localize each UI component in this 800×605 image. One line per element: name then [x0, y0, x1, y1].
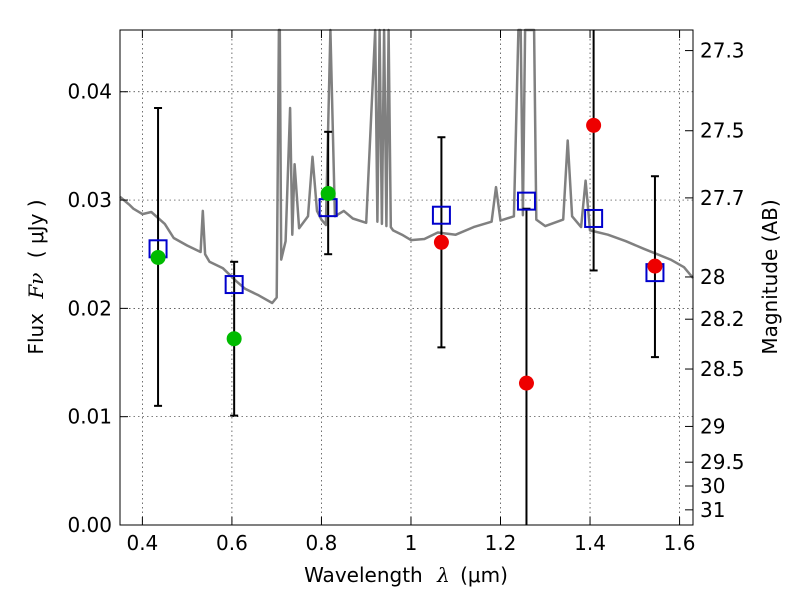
model-point	[584, 208, 604, 228]
observed-point	[150, 249, 166, 265]
observed-point	[586, 117, 602, 133]
y2-tick-label: 30	[700, 474, 725, 498]
y-axis-title: Flux Fν ( μJy )	[24, 199, 48, 354]
y2-tick-label: 28.5	[700, 357, 745, 381]
y-tick-label: 0.00	[67, 513, 112, 537]
y2-axis-title: Magnitude (AB)	[758, 199, 782, 354]
y-tick-label: 0.02	[67, 296, 112, 320]
observed-point	[647, 258, 663, 274]
model-point	[516, 191, 536, 211]
y2-tick-label: 27.5	[700, 119, 745, 143]
y2-tick-label: 28	[700, 265, 725, 289]
x-tick-label: 0.4	[126, 531, 158, 555]
y-tick-label: 0.03	[67, 188, 112, 212]
observed-point	[226, 331, 242, 347]
x-tick-label: 1.4	[574, 531, 606, 555]
tick-layer: 0.4 0.6 0.8 1 1.2 1.4 1.6 0.00 0.01 0.02 0.03 0.04 2…	[67, 30, 745, 555]
observed-point	[320, 186, 336, 202]
x-tick-label: 0.6	[216, 531, 248, 555]
y-axis-unit: ( μJy )	[24, 199, 48, 258]
x-axis-symbol: λ	[436, 563, 450, 587]
y2-tick-label: 27.7	[700, 186, 745, 210]
y-tick-label: 0.01	[67, 405, 112, 429]
y2-tick-label: 31	[700, 498, 725, 522]
y-tick-label: 0.04	[67, 80, 112, 104]
x-axis-title: Wavelength λ (μm)	[304, 563, 508, 587]
y-axis-symbol: Fν	[24, 273, 48, 300]
grid	[120, 30, 693, 525]
observed-point	[518, 375, 534, 391]
x-axis-label: Wavelength	[304, 563, 423, 587]
y-axis-label: Flux	[24, 313, 48, 355]
observed-point	[433, 234, 449, 250]
model-point	[431, 205, 451, 225]
x-tick-label: 1.2	[485, 531, 517, 555]
y2-tick-label: 29.5	[700, 450, 745, 474]
y2-tick-label: 27.3	[700, 39, 745, 63]
y2-tick-label: 28.2	[700, 307, 745, 331]
model-point	[224, 275, 244, 295]
x-tick-label: 1	[405, 531, 418, 555]
observed-layer	[150, 117, 663, 391]
y2-tick-label: 29	[700, 414, 725, 438]
x-axis-unit: (μm)	[460, 563, 508, 587]
plot-frame	[119, 29, 694, 526]
x-tick-label: 1.6	[664, 531, 696, 555]
x-tick-label: 0.8	[306, 531, 338, 555]
